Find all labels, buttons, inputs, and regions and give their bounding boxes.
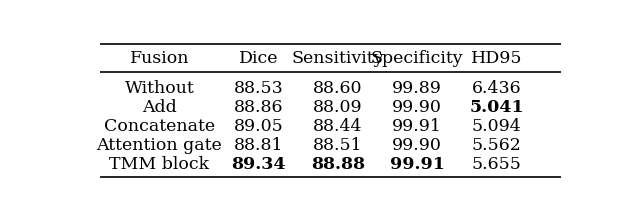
Text: 88.81: 88.81 [234,137,284,154]
Text: 89.34: 89.34 [231,156,286,173]
Text: 88.60: 88.60 [313,80,363,97]
Text: Specificity: Specificity [371,49,463,67]
Text: 88.44: 88.44 [313,118,363,135]
Text: 99.91: 99.91 [392,118,442,135]
Text: 88.86: 88.86 [234,99,284,116]
Text: 88.88: 88.88 [311,156,365,173]
Text: TMM block: TMM block [109,156,209,173]
Text: Add: Add [142,99,177,116]
Text: 99.90: 99.90 [392,99,442,116]
Text: Dice: Dice [239,49,278,67]
Text: Sensitivity: Sensitivity [292,49,384,67]
Text: Concatenate: Concatenate [104,118,215,135]
Text: 99.89: 99.89 [392,80,442,97]
Text: 89.05: 89.05 [234,118,284,135]
Text: 5.655: 5.655 [472,156,522,173]
Text: 5.094: 5.094 [472,118,522,135]
Text: 88.53: 88.53 [234,80,284,97]
Text: Attention gate: Attention gate [97,137,222,154]
Text: Without: Without [125,80,194,97]
Text: 5.041: 5.041 [469,99,524,116]
Text: Fusion: Fusion [130,49,189,67]
Text: 88.51: 88.51 [313,137,363,154]
Text: 99.90: 99.90 [392,137,442,154]
Text: 88.09: 88.09 [313,99,363,116]
Text: 99.91: 99.91 [390,156,445,173]
Text: 5.562: 5.562 [472,137,522,154]
Text: 6.436: 6.436 [472,80,522,97]
Text: HD95: HD95 [471,49,522,67]
